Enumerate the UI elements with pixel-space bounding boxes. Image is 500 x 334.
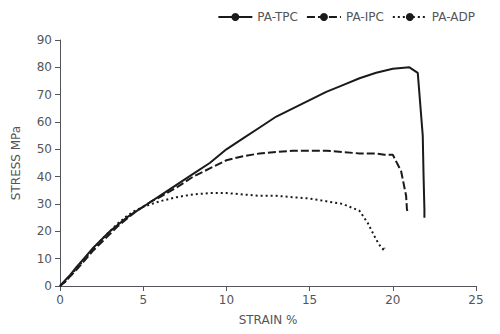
svg-text:40: 40 [37, 170, 52, 184]
svg-text:0: 0 [44, 279, 52, 293]
svg-text:50: 50 [37, 142, 52, 156]
svg-text:20: 20 [385, 293, 400, 307]
svg-text:STRAIN %: STRAIN % [239, 313, 298, 327]
svg-text:25: 25 [468, 293, 483, 307]
svg-text:STRESS MPa: STRESS MPa [9, 126, 23, 200]
svg-text:15: 15 [302, 293, 317, 307]
svg-text:PA-IPC: PA-IPC [346, 10, 384, 24]
svg-text:5: 5 [139, 293, 147, 307]
svg-text:20: 20 [37, 224, 52, 238]
svg-text:90: 90 [37, 33, 52, 47]
svg-text:30: 30 [37, 197, 52, 211]
svg-text:PA-ADP: PA-ADP [432, 10, 475, 24]
svg-text:0: 0 [56, 293, 64, 307]
svg-text:10: 10 [219, 293, 234, 307]
svg-text:10: 10 [37, 252, 52, 266]
svg-text:60: 60 [37, 115, 52, 129]
svg-text:80: 80 [37, 60, 52, 74]
svg-text:70: 70 [37, 88, 52, 102]
svg-text:PA-TPC: PA-TPC [257, 10, 298, 24]
